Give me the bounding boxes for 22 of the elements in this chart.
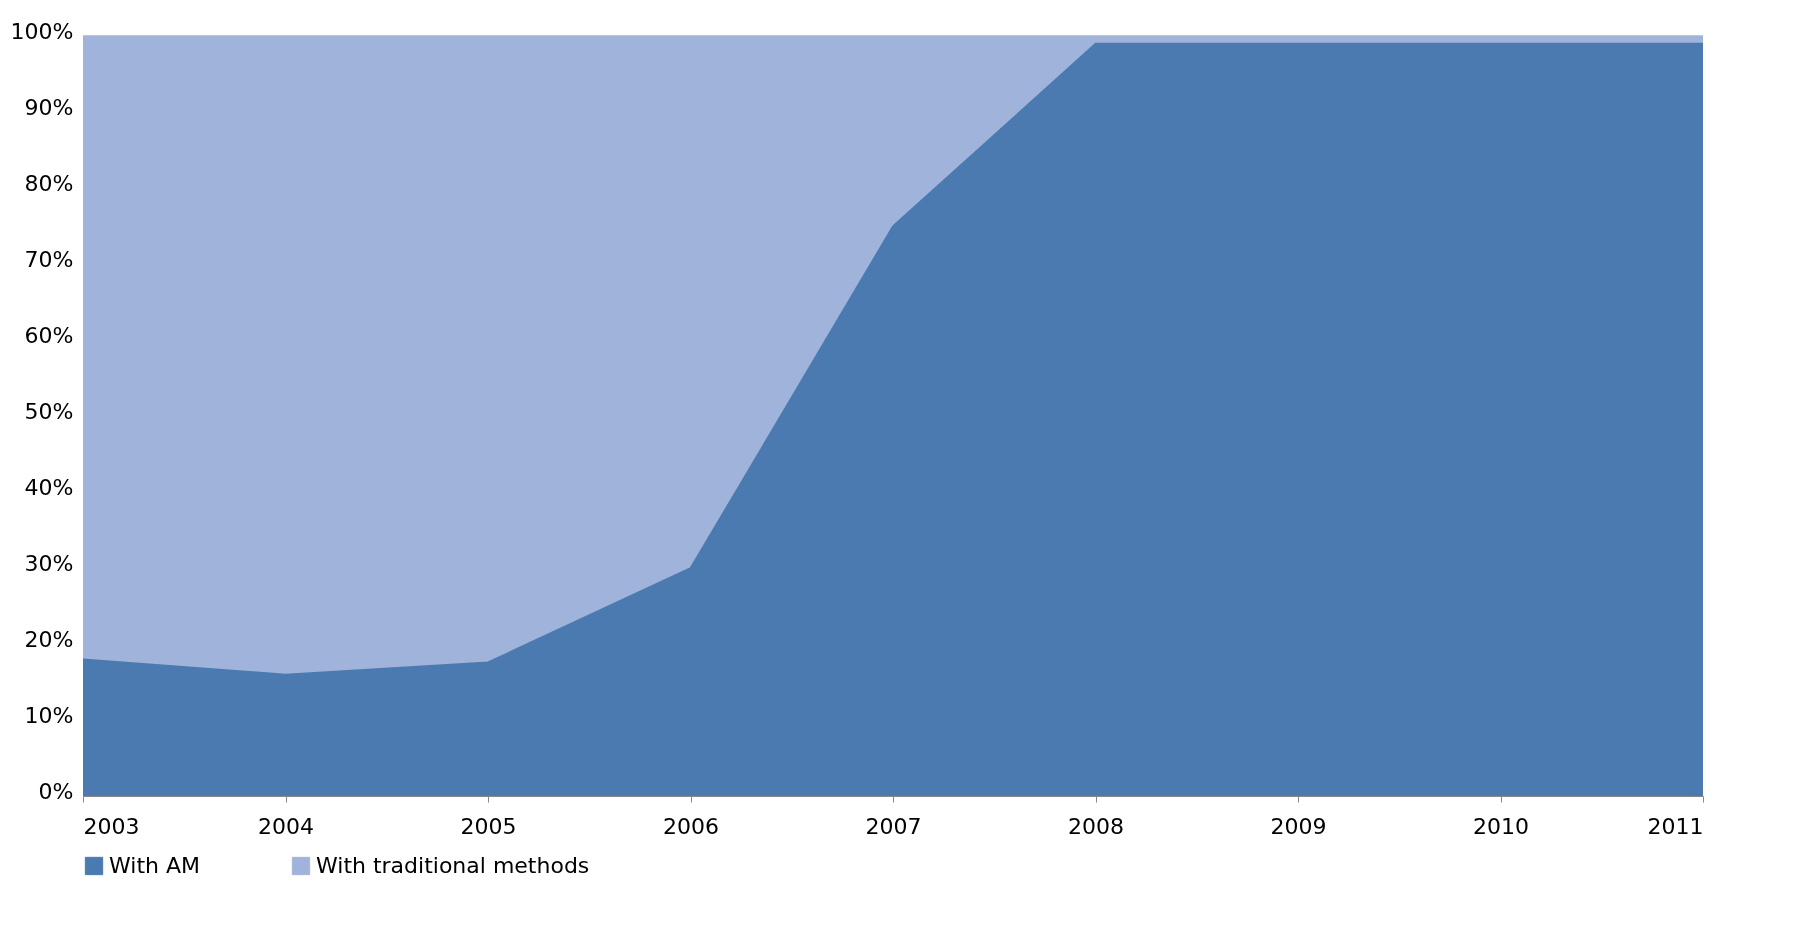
y-tick-label: 100% [10,18,74,44]
x-tick-label: 2004 [258,813,314,839]
y-tick-label: 0% [38,778,74,804]
x-tick-label: 2003 [83,813,140,839]
x-tick-label: 2011 [1647,813,1704,839]
y-tick-label: 80% [24,170,74,196]
y-tick-label: 20% [24,626,74,652]
legend-label: With AM [109,853,200,878]
y-tick-label: 40% [24,474,74,500]
x-tick-label: 2009 [1270,813,1327,839]
x-tick-label: 2010 [1473,813,1529,839]
legend-label: With traditional methods [316,853,590,878]
x-tick-label: 2008 [1068,813,1124,839]
y-tick-label: 50% [24,398,74,424]
x-tick-label: 2006 [663,813,719,839]
y-tick-label: 30% [24,550,74,576]
y-tick-label: 60% [24,322,74,348]
y-tick-label: 10% [24,702,74,728]
x-tick-label: 2005 [460,813,517,839]
y-tick-label: 90% [24,94,74,120]
x-tick-label: 2007 [865,813,922,839]
y-tick-label: 70% [24,246,74,272]
